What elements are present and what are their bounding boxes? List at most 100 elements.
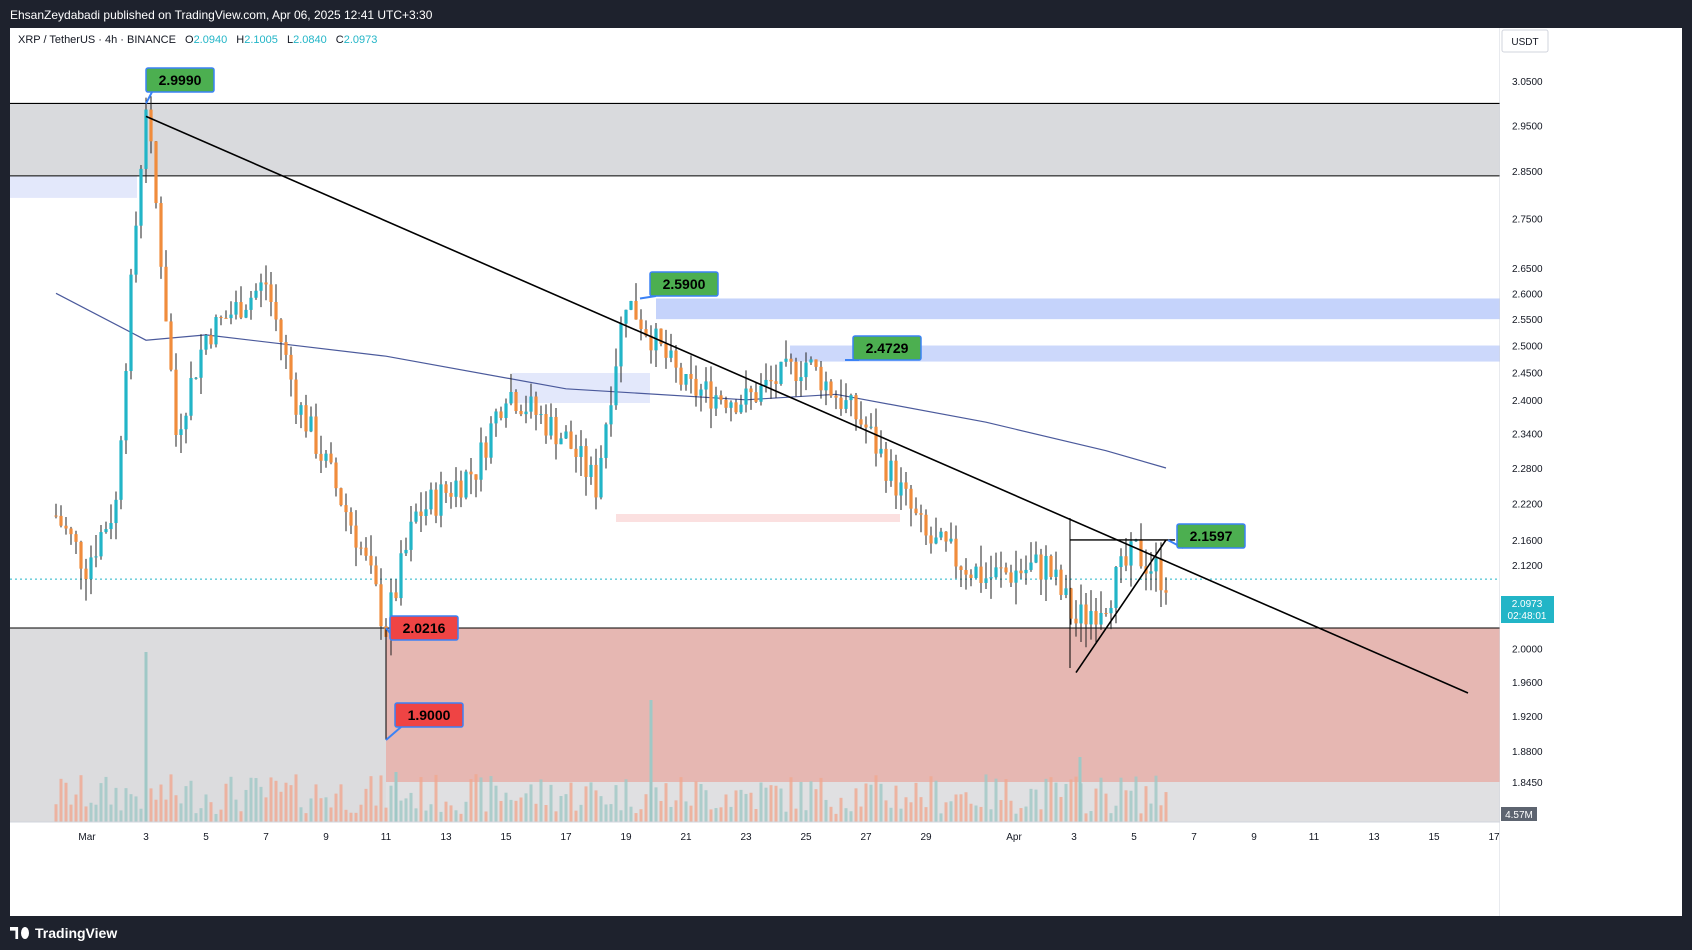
volume-bar xyxy=(749,792,753,822)
label-2-1597[interactable]: 2.1597 xyxy=(1167,523,1246,549)
time-tick-label: 11 xyxy=(381,832,392,843)
candle-body xyxy=(1119,556,1123,568)
label-2-0216[interactable]: 2.0216 xyxy=(385,615,459,641)
volume-bar xyxy=(439,811,443,822)
volume-bar xyxy=(799,781,803,822)
time-tick-label: 27 xyxy=(860,832,872,843)
volume-bar xyxy=(759,782,763,822)
volume-bar xyxy=(454,810,458,822)
chart-frame[interactable]: 2.9990 2.5900 2.4729 2.1597 2.0216 1.9000 XRP… xyxy=(10,28,1682,916)
candle-body xyxy=(499,411,503,418)
volume-bar xyxy=(479,777,483,822)
label-2-4729[interactable]: 2.4729 xyxy=(844,335,922,362)
candle-body xyxy=(909,488,913,509)
price-tick-label: 1.9600 xyxy=(1512,678,1543,689)
symbol-legend[interactable]: XRP / TetherUS · 4h · BINANCE O2.0940 H2… xyxy=(18,34,377,46)
volume-bar xyxy=(999,800,1003,822)
candle-body xyxy=(674,350,678,368)
time-tick-label: 3 xyxy=(1071,832,1077,843)
volume-bar xyxy=(964,792,968,822)
candle-body xyxy=(949,538,953,542)
resistance-zone-lower xyxy=(790,345,1500,362)
volume-bar xyxy=(994,778,998,822)
candle-body xyxy=(524,411,528,415)
candle-body xyxy=(489,423,493,458)
volume-bar xyxy=(614,785,618,822)
price-tick-label: 2.4000 xyxy=(1512,396,1543,407)
volume-bar xyxy=(459,813,463,822)
time-tick-label: 7 xyxy=(263,832,269,843)
volume-bar xyxy=(239,811,243,822)
candle-body xyxy=(734,402,738,413)
time-tick-label: 9 xyxy=(1251,832,1257,843)
candle-body xyxy=(969,574,973,579)
volume-bar xyxy=(819,777,823,822)
candle-body xyxy=(609,405,613,425)
candle-body xyxy=(1114,567,1118,608)
candle-body xyxy=(619,323,623,367)
price-tick-label: 2.7500 xyxy=(1512,215,1543,226)
candle-body xyxy=(1084,604,1088,625)
volume-bar xyxy=(409,792,413,822)
candle-body xyxy=(819,366,823,391)
volume-bar xyxy=(809,781,813,822)
moving-average-layer xyxy=(55,292,1167,469)
volume-bar xyxy=(69,804,73,822)
price-axis[interactable]: USDT 3.0500 2.9500 2.8500 2.7500 2.6500 2.600… xyxy=(1499,28,1682,916)
candle-body xyxy=(1029,562,1033,570)
candle-body xyxy=(994,567,998,578)
volume-bar xyxy=(849,811,853,822)
candle-body xyxy=(279,319,283,343)
tradingview-logo[interactable]: TradingView xyxy=(10,925,117,941)
volume-bar xyxy=(259,786,263,822)
time-axis[interactable]: Mar 3 5 7 9 11 13 15 17 19 21 23 25 27 29 Apr 3 5 7 9 11 13 15… xyxy=(10,821,1500,843)
candle-body xyxy=(844,400,848,409)
candle-body xyxy=(434,489,438,516)
volume-bar xyxy=(659,800,663,822)
label-2-9990[interactable]: 2.9990 xyxy=(145,67,215,104)
candle-body xyxy=(864,424,868,428)
candle-body xyxy=(644,329,648,336)
volume-bar xyxy=(384,807,388,822)
rising-trendline xyxy=(1075,539,1167,674)
volume-bar xyxy=(609,804,613,822)
label-1-9000[interactable]: 1.9000 xyxy=(385,702,464,741)
candle-body xyxy=(999,567,1003,569)
candle-body xyxy=(944,531,948,542)
footer-bar: TradingView xyxy=(0,916,1692,950)
candle-body xyxy=(109,523,113,530)
volume-bar xyxy=(804,810,808,822)
label-2-5900[interactable]: 2.5900 xyxy=(639,271,719,300)
price-chart[interactable]: 2.9990 2.5900 2.4729 2.1597 2.0216 1.9000 XRP… xyxy=(10,28,1682,916)
time-tick-label: 5 xyxy=(203,832,209,843)
volume-bar xyxy=(499,800,503,822)
volume-bar xyxy=(294,774,298,822)
volume-bar xyxy=(469,779,473,822)
volume-bar xyxy=(619,810,623,822)
candle-body xyxy=(579,446,583,457)
volume-bar xyxy=(859,806,863,822)
volume-bar xyxy=(539,779,543,822)
candle-body xyxy=(979,566,983,583)
candle-body xyxy=(1024,569,1028,574)
candle-body xyxy=(389,592,393,637)
volume-bar xyxy=(134,796,138,822)
candle-body xyxy=(209,335,213,345)
volume-bar xyxy=(779,788,783,822)
candle-body xyxy=(409,521,413,550)
candle-body xyxy=(1019,570,1023,574)
time-tick-label: 3 xyxy=(143,832,149,843)
candle-body xyxy=(139,168,143,226)
candle-body xyxy=(1149,571,1153,574)
candle-body xyxy=(194,377,198,379)
candle-body xyxy=(369,555,373,566)
candle-body xyxy=(304,405,308,432)
volume-bar xyxy=(289,785,293,822)
candle-body xyxy=(464,471,468,498)
candle-body xyxy=(984,578,988,583)
volume-bar xyxy=(629,806,633,822)
volume-bar xyxy=(739,789,743,822)
candle-body xyxy=(1009,572,1013,583)
candle-body xyxy=(84,568,88,580)
label-2-5900-text: 2.5900 xyxy=(663,276,706,292)
